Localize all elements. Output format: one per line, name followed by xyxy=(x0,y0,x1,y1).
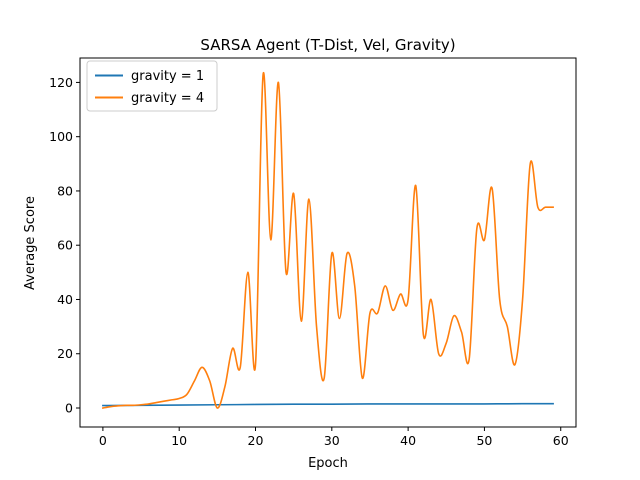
x-tick-label: 10 xyxy=(171,433,187,448)
x-tick-label: 50 xyxy=(476,433,492,448)
x-tick-label: 30 xyxy=(324,433,340,448)
series-line-gravity-1 xyxy=(102,402,554,407)
legend: gravity = 1 gravity = 4 xyxy=(86,60,218,112)
y-tick-label: 100 xyxy=(49,129,73,144)
x-tick-label: 0 xyxy=(99,433,107,448)
y-axis-label: Average Score xyxy=(23,196,38,290)
y-tick-label: 80 xyxy=(57,183,73,198)
x-tick-label: 20 xyxy=(248,433,264,448)
y-tick-label: 60 xyxy=(57,238,73,253)
plot-area xyxy=(101,71,554,409)
y-tick-label: 20 xyxy=(57,346,73,361)
x-axis-label: Epoch xyxy=(308,456,348,471)
y-tick-label: 40 xyxy=(57,292,73,307)
legend-label-gravity-1: gravity = 1 xyxy=(131,69,204,84)
y-tick-label: 0 xyxy=(65,401,73,416)
chart-title: SARSA Agent (T-Dist, Vel, Gravity) xyxy=(200,36,455,54)
x-tick-label: 40 xyxy=(400,433,416,448)
x-tick-label: 60 xyxy=(553,433,569,448)
axes-frame xyxy=(79,57,577,428)
series-line-gravity-4 xyxy=(101,71,554,409)
axes: 0 10 20 30 40 50 60 0 20 40 60 80 100 120 xyxy=(49,57,577,448)
legend-label-gravity-4: gravity = 4 xyxy=(131,91,204,106)
y-tick-label: 120 xyxy=(49,75,73,90)
